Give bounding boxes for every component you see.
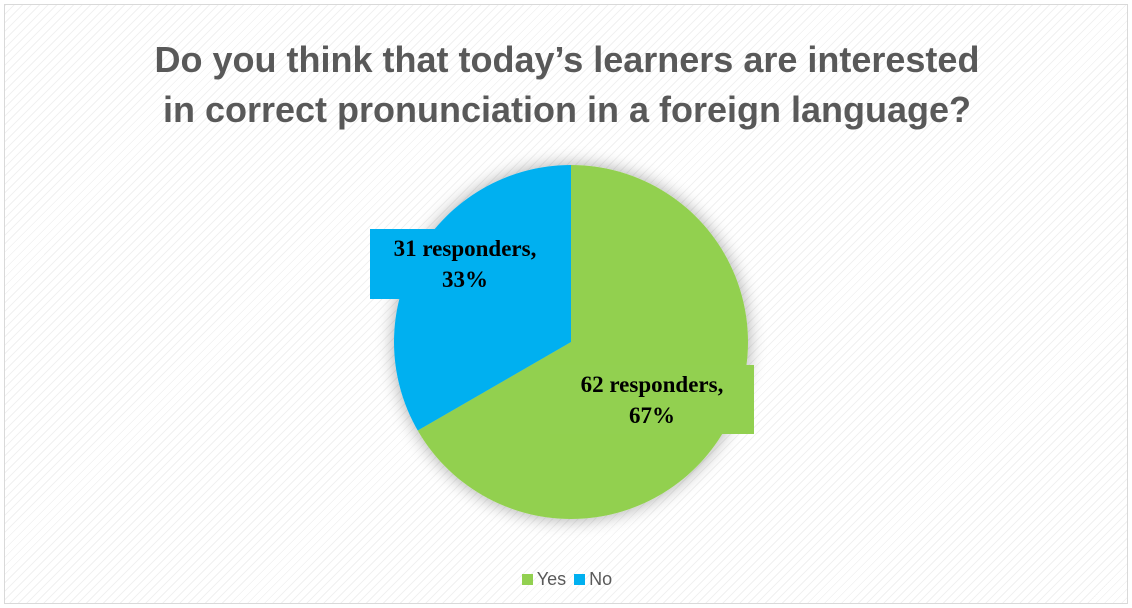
data-label-no: 31 responders, 33% [370, 229, 560, 299]
legend-swatch-no [574, 574, 586, 585]
legend-item-yes: Yes [521, 569, 567, 590]
data-label-box-no [370, 229, 560, 299]
legend-item-no: No [574, 569, 612, 590]
data-label-yes-line-1: 62 responders, [581, 372, 724, 397]
pie-chart: 62 responders, 67% 31 responders, 33% [370, 165, 754, 519]
chart-area: Do you think that today’s learners are i… [4, 4, 1128, 604]
data-label-no-line-1: 31 responders, [394, 236, 537, 261]
legend-swatch-yes [521, 574, 533, 585]
data-label-box-yes [550, 365, 754, 434]
data-label-yes-line-2: 67% [629, 403, 675, 428]
chart-title-line-2: in correct pronunciation in a foreign la… [162, 89, 972, 130]
data-label-yes: 62 responders, 67% [550, 365, 754, 434]
legend: Yes No [5, 569, 1129, 590]
legend-label-no: No [589, 569, 613, 589]
chart-title: Do you think that today’s learners are i… [5, 35, 1129, 135]
legend-label-yes: Yes [536, 569, 567, 589]
chart-title-line-1: Do you think that today’s learners are i… [154, 39, 980, 80]
data-label-no-line-2: 33% [442, 267, 488, 292]
